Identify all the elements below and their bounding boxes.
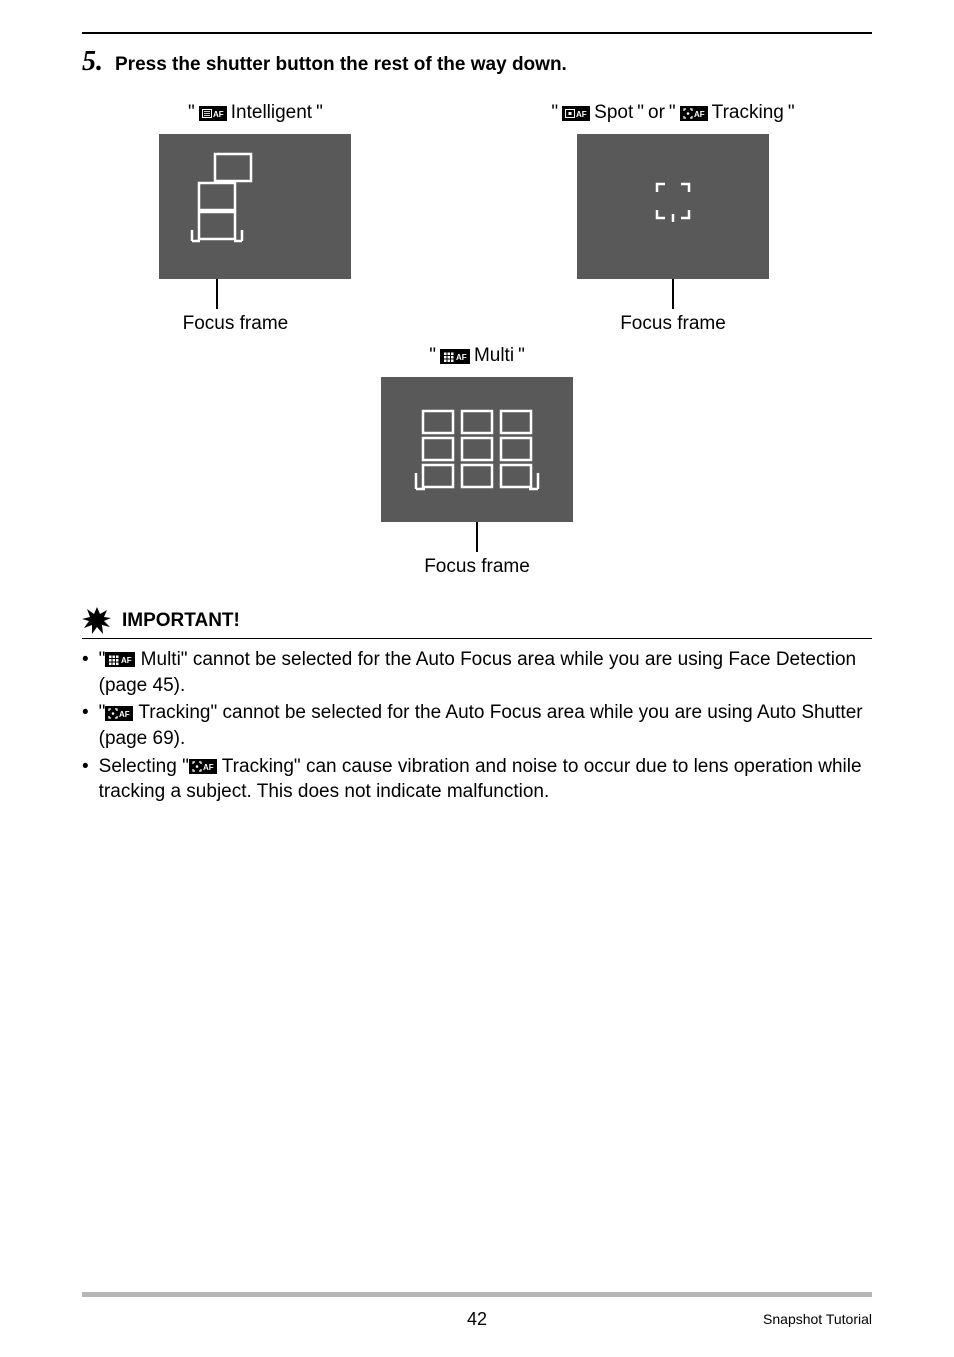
step-line: 5. Press the shutter button the rest of …: [82, 46, 872, 78]
diagram-intelligent: " AF Intelligent ": [159, 102, 351, 335]
focus-label-multi: Focus frame: [424, 556, 530, 578]
diagrams-center-row: " AF: [82, 345, 872, 578]
footer: 42 Snapshot Tutorial: [0, 1292, 954, 1327]
svg-text:AF: AF: [121, 656, 132, 665]
svg-text:AF: AF: [119, 710, 130, 719]
focus-label-spot: Focus frame: [620, 313, 726, 335]
bullet-2: • " AF Tracking" cannot be selected for …: [82, 700, 872, 751]
svg-text:AF: AF: [576, 110, 587, 119]
focus-label-intelligent: Focus frame: [183, 313, 289, 335]
diagram-spot-tracking: " AF Spot " or ": [551, 102, 794, 335]
bullet-1: • " AF Multi" cannot be selected for the…: [82, 647, 872, 698]
step-text: Press the shutter button the rest of the…: [115, 54, 567, 76]
intelligent-af-icon: AF: [199, 106, 227, 121]
tracking-af-icon-inline-2: AF: [189, 759, 217, 774]
tracking-af-icon: AF: [680, 106, 708, 121]
tracking-af-icon-inline-1: AF: [105, 706, 133, 721]
screen-spot-tracking: [577, 134, 769, 279]
important-heading: IMPORTANT!: [122, 610, 240, 632]
label-intelligent: " AF Intelligent ": [188, 102, 323, 124]
svg-text:AF: AF: [203, 763, 214, 772]
spot-af-icon: AF: [562, 106, 590, 121]
label-multi: " AF: [429, 345, 525, 367]
important-heading-row: IMPORTANT!: [82, 606, 872, 636]
svg-text:AF: AF: [694, 110, 705, 119]
bullet-3: • Selecting " AF Tracking" can cause vib…: [82, 754, 872, 805]
footer-rule: [82, 1292, 872, 1297]
footer-section: Snapshot Tutorial: [763, 1311, 872, 1327]
burst-icon: [82, 606, 112, 636]
multi-af-icon-inline: AF: [105, 652, 135, 667]
footer-row: 42 Snapshot Tutorial: [82, 1311, 872, 1327]
screen-intelligent: [159, 134, 351, 279]
page-number: 42: [467, 1309, 487, 1330]
diagrams-top-row: " AF Intelligent ": [82, 102, 872, 335]
important-bullets: • " AF Multi" cannot be selected for the…: [82, 647, 872, 805]
svg-text:AF: AF: [213, 110, 224, 119]
label-spot-tracking: " AF Spot " or ": [551, 102, 794, 124]
top-rule: [82, 32, 872, 34]
important-rule: [82, 638, 872, 639]
svg-text:AF: AF: [456, 353, 467, 362]
multi-af-icon: AF: [440, 349, 470, 364]
diagram-multi: " AF: [381, 345, 573, 578]
step-number: 5.: [82, 46, 103, 78]
screen-multi: [381, 377, 573, 522]
